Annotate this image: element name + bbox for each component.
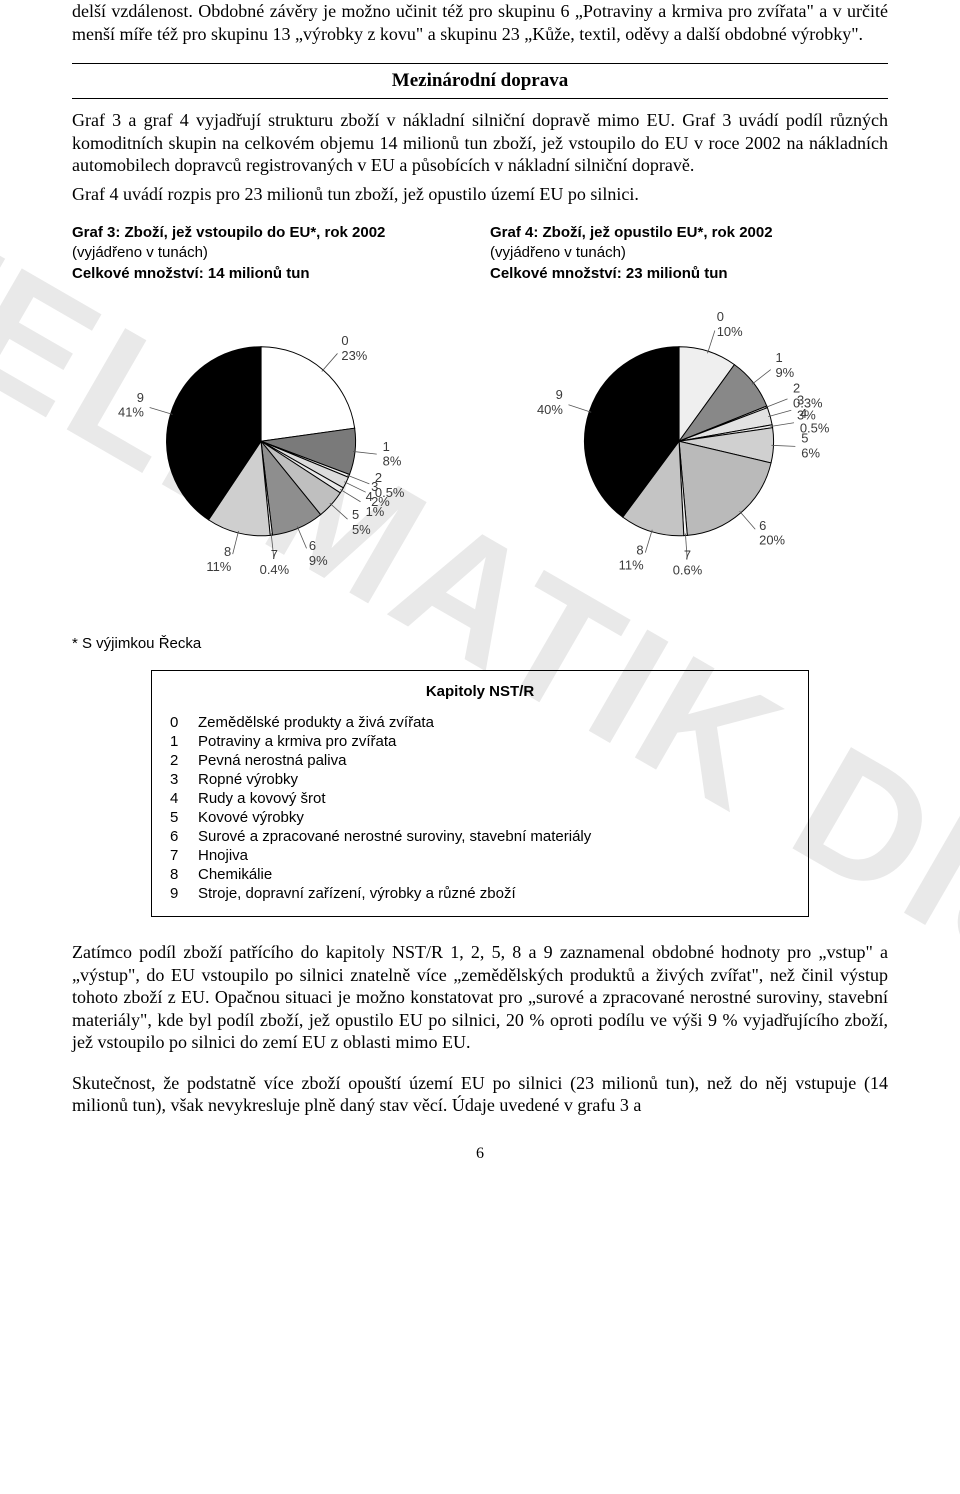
chart-4-pie: 010%19%20.3%33%40.5%56%620%70.6%811%940%: [490, 292, 888, 605]
legend-key: 2: [170, 752, 198, 769]
legend-key: 0: [170, 714, 198, 731]
pie-label-pct: 23%: [341, 348, 367, 363]
chart-4-caption: Graf 4: Zboží, jež opustilo EU*, rok 200…: [490, 223, 888, 284]
pie-label-pct: 11%: [206, 559, 231, 574]
pie-label-id: 1: [775, 350, 782, 365]
chart-3-title: Graf 3: Zboží, jež vstoupilo do EU*, rok…: [72, 224, 385, 241]
pie-label-pct: 40%: [537, 402, 563, 417]
section-paragraph-2: Graf 4 uvádí rozpis pro 23 milionů tun z…: [72, 183, 888, 206]
chart-3-pie: 023%18%20.5%32%41%55%69%70.4%811%941%: [72, 292, 470, 605]
pie-label-pct: 10%: [717, 324, 743, 339]
chart-4-column: Graf 4: Zboží, jež opustilo EU*, rok 200…: [490, 223, 888, 605]
pie-label-id: 4: [800, 406, 807, 421]
pie-label-pct: 8%: [383, 453, 402, 468]
legend-key: 1: [170, 733, 198, 750]
pie-label-pct: 5%: [352, 522, 371, 537]
legend-key: 9: [170, 885, 198, 902]
legend-label: Ropné výrobky: [198, 771, 790, 788]
legend-label: Rudy a kovový šrot: [198, 790, 790, 807]
legend-label: Chemikálie: [198, 866, 790, 883]
legend-label: Hnojiva: [198, 847, 790, 864]
chart-3-column: Graf 3: Zboží, jež vstoupilo do EU*, rok…: [72, 223, 470, 605]
legend-key: 4: [170, 790, 198, 807]
pie-label-pct: 9%: [309, 553, 328, 568]
chart-4-sub1: (vyjádřeno v tunách): [490, 244, 626, 261]
legend-key: 6: [170, 828, 198, 845]
legend-key: 8: [170, 866, 198, 883]
pie-label-id: 0: [341, 333, 348, 348]
legend-label: Zemědělské produkty a živá zvířata: [198, 714, 790, 731]
pie-label-id: 9: [556, 387, 563, 402]
after-paragraph-2: Skutečnost, že podstatně více zboží opou…: [72, 1072, 888, 1117]
pie-label-id: 8: [224, 544, 231, 559]
legend-box: Kapitoly NST/R 0Zemědělské produkty a ži…: [151, 670, 809, 917]
pie-label-pct: 20%: [759, 532, 785, 547]
chart-3-sub1: (vyjádřeno v tunách): [72, 244, 208, 261]
pie-label-id: 7: [271, 547, 278, 562]
pie-label-pct: 0.6%: [673, 562, 703, 577]
legend-key: 7: [170, 847, 198, 864]
chart-3-sub2: Celkové množství: 14 milionů tun: [72, 265, 310, 282]
section-title: Mezinárodní doprava: [72, 70, 888, 92]
section-paragraph-1: Graf 3 a graf 4 vyjadřují strukturu zbož…: [72, 109, 888, 177]
rule-top: [72, 63, 888, 64]
pie-label-id: 4: [366, 489, 373, 504]
after-paragraph-1: Zatímco podíl zboží patřícího do kapitol…: [72, 941, 888, 1054]
chart-footnote: * S výjimkou Řecka: [72, 635, 888, 652]
pie-label-id: 6: [759, 518, 766, 533]
chart-3-caption: Graf 3: Zboží, jež vstoupilo do EU*, rok…: [72, 223, 470, 284]
page-number: 6: [72, 1145, 888, 1163]
pie-label-pct: 41%: [118, 404, 144, 419]
legend-label: Potraviny a krmiva pro zvířata: [198, 733, 790, 750]
chart-4-title: Graf 4: Zboží, jež opustilo EU*, rok 200…: [490, 224, 773, 241]
legend-title: Kapitoly NST/R: [170, 683, 790, 700]
legend-label: Kovové výrobky: [198, 809, 790, 826]
pie-label-id: 5: [352, 507, 359, 522]
pie-label-id: 6: [309, 538, 316, 553]
pie-label-pct: 9%: [775, 365, 794, 380]
legend-label: Pevná nerostná paliva: [198, 752, 790, 769]
pie-label-id: 5: [801, 430, 808, 445]
pie-label-pct: 11%: [619, 557, 644, 572]
rule-bottom: [72, 98, 888, 99]
pie-label-id: 0: [717, 309, 724, 324]
pie-label-pct: 1%: [366, 504, 385, 519]
legend-key: 3: [170, 771, 198, 788]
pie-label-pct: 0.4%: [260, 562, 290, 577]
legend-label: Surové a zpracované nerostné suroviny, s…: [198, 828, 790, 845]
chart-4-sub2: Celkové množství: 23 milionů tun: [490, 265, 728, 282]
pie-label-id: 7: [684, 547, 691, 562]
legend-table: 0Zemědělské produkty a živá zvířata1Potr…: [170, 714, 790, 902]
pie-label-id: 1: [383, 439, 390, 454]
pie-label-id: 9: [137, 390, 144, 405]
pie-label-pct: 6%: [801, 445, 820, 460]
legend-key: 5: [170, 809, 198, 826]
legend-label: Stroje, dopravní zařízení, výrobky a růz…: [198, 885, 790, 902]
pie-label-id: 8: [636, 542, 643, 557]
intro-paragraph: delší vzdálenost. Obdobné závěry je možn…: [72, 0, 888, 45]
